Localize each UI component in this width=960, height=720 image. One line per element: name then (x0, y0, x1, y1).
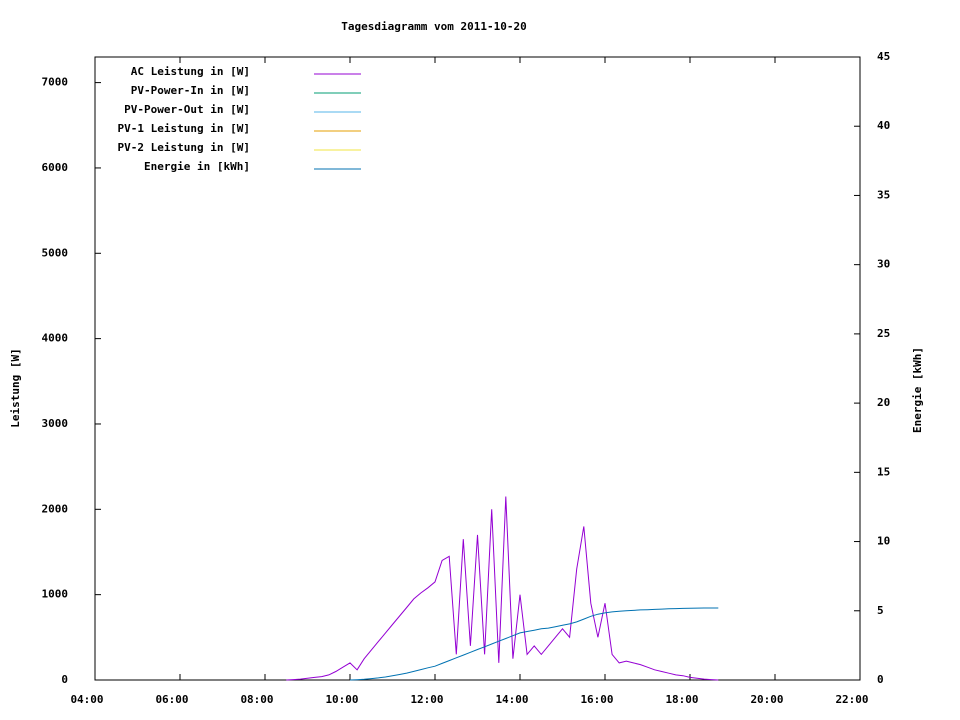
y-tick-label: 5000 (42, 246, 69, 259)
x-tick-label: 14:00 (495, 693, 528, 706)
y2-tick-label: 15 (877, 465, 890, 478)
legend-label: PV-Power-In in [W] (131, 84, 250, 97)
y-tick-label: 1000 (42, 588, 69, 601)
series-line (286, 496, 719, 681)
y2-tick-label: 25 (877, 327, 890, 340)
y2-tick-label: 45 (877, 50, 890, 63)
x-tick-label: 16:00 (580, 693, 613, 706)
chart-title: Tagesdiagramm vom 2011-10-20 (341, 20, 526, 33)
y2-tick-label: 0 (877, 673, 884, 686)
y-tick-label: 3000 (42, 417, 69, 430)
y-tick-label: 0 (61, 673, 68, 686)
legend-label: PV-1 Leistung in [W] (118, 122, 250, 135)
legend-label: PV-2 Leistung in [W] (118, 141, 250, 154)
y-tick-label: 2000 (42, 502, 69, 515)
y2-tick-label: 30 (877, 258, 890, 271)
legend-label: PV-Power-Out in [W] (124, 103, 250, 116)
plot-frame (94, 56, 861, 681)
series-line (349, 607, 719, 681)
x-tick-label: 08:00 (240, 693, 273, 706)
y2-tick-label: 10 (877, 535, 890, 548)
x-tick-label: 10:00 (325, 693, 358, 706)
y2-tick-label: 40 (877, 119, 890, 132)
x-tick-label: 18:00 (665, 693, 698, 706)
y-axis-label: Leistung [W] (9, 348, 22, 427)
x-tick-label: 22:00 (835, 693, 868, 706)
legend-label: AC Leistung in [W] (131, 65, 250, 78)
y2-tick-label: 20 (877, 396, 890, 409)
y2-tick-label: 35 (877, 188, 890, 201)
x-tick-label: 12:00 (410, 693, 443, 706)
y-tick-label: 6000 (42, 161, 69, 174)
y2-axis-label: Energie [kWh] (911, 347, 924, 433)
x-tick-label: 04:00 (70, 693, 103, 706)
y2-tick-label: 5 (877, 604, 884, 617)
legend-label: Energie in [kWh] (144, 160, 250, 173)
y-tick-label: 7000 (42, 76, 69, 89)
x-tick-label: 20:00 (750, 693, 783, 706)
y-tick-label: 4000 (42, 332, 69, 345)
x-tick-label: 06:00 (155, 693, 188, 706)
